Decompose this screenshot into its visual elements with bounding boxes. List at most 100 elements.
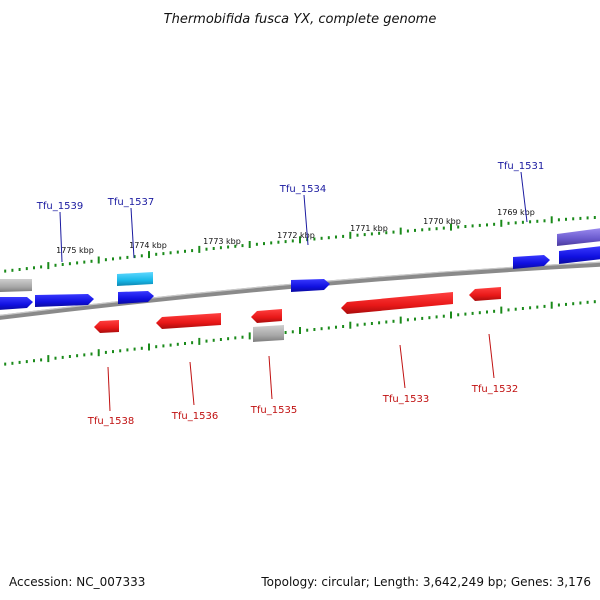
scale-tick-minor: [11, 361, 14, 365]
scale-tick-minor: [406, 229, 409, 233]
scale-tick-minor: [428, 227, 431, 231]
scale-ticks-upper: [4, 216, 596, 273]
scale-tick-minor: [478, 223, 481, 227]
scale-tick-minor: [320, 236, 323, 240]
scale-tick-minor: [593, 300, 596, 304]
scale-tick-minor: [536, 219, 539, 223]
scale-tick-minor: [184, 249, 186, 253]
scale-tick-minor: [464, 312, 467, 316]
scale-tick-minor: [493, 222, 496, 226]
gene-label-tfu-1539[interactable]: Tfu_1539: [36, 201, 83, 212]
scale-tick-minor: [176, 342, 179, 346]
scale-tick-major: [248, 332, 251, 340]
gene-labels-bottom: Tfu_1538 Tfu_1536 Tfu_1535 Tfu_1533 Tfu_…: [87, 333, 518, 427]
gene-forward[interactable]: [291, 279, 330, 292]
scale-tick-minor: [40, 358, 43, 362]
scale-tick-minor: [521, 220, 524, 224]
gene-label-tfu-1534[interactable]: Tfu_1534: [279, 184, 326, 195]
scale-tick-minor: [227, 337, 230, 341]
scale-tick-minor: [162, 344, 165, 348]
scale-tick-minor: [205, 247, 208, 251]
scale-tick-minor: [284, 240, 287, 244]
gene-label-tfu-1531[interactable]: Tfu_1531: [497, 161, 544, 172]
scale-tick-major: [500, 306, 503, 314]
gene-label-tfu-1536[interactable]: Tfu_1536: [171, 411, 218, 422]
scale-tick-minor: [83, 353, 86, 357]
scale-tick-minor: [133, 255, 136, 259]
scale-tick-minor: [270, 241, 273, 245]
scale-tick-minor: [356, 323, 359, 327]
gene-forward[interactable]: [118, 291, 154, 304]
accession-text: Accession: NC_007333: [9, 575, 145, 589]
gene-other[interactable]: [253, 325, 284, 342]
gene-highlighted[interactable]: [117, 272, 153, 286]
gene-other[interactable]: [0, 279, 32, 292]
scale-tick-minor: [370, 322, 373, 325]
gene-label-tfu-1538[interactable]: Tfu_1538: [87, 416, 134, 427]
scale-tick-minor: [212, 247, 215, 250]
gene-reverse[interactable]: [94, 320, 119, 333]
scale-tick-minor: [435, 315, 438, 319]
scale-tick-major: [550, 301, 553, 309]
scale-tick-minor: [593, 216, 596, 219]
scale-tick-minor: [536, 305, 539, 309]
scale-tick-minor: [83, 260, 86, 264]
scale-tick-minor: [543, 304, 546, 308]
scale-tick-minor: [219, 338, 222, 341]
scale-tick-minor: [61, 263, 64, 266]
scale-tick-minor: [112, 257, 114, 261]
scale-tick-minor: [586, 216, 589, 220]
scale-tick-minor: [521, 307, 524, 310]
scale-tick-minor: [133, 347, 136, 351]
kbp-label: 1769 kbp: [497, 208, 535, 217]
gene-label-tfu-1532[interactable]: Tfu_1532: [471, 384, 518, 395]
scale-tick-minor: [104, 350, 107, 354]
scale-tick-major: [97, 349, 100, 357]
scale-tick-minor: [4, 362, 7, 366]
scale-tick-minor: [90, 352, 93, 356]
scale-tick-minor: [76, 354, 79, 358]
scale-tick-minor: [112, 350, 114, 354]
scale-tick-minor: [428, 316, 431, 320]
gene-forward[interactable]: [513, 255, 550, 269]
scale-tick-minor: [457, 313, 460, 317]
gene-label-tfu-1535[interactable]: Tfu_1535: [250, 405, 297, 416]
scale-tick-major: [450, 311, 452, 319]
gene-forward[interactable]: [35, 294, 94, 307]
gene-forward[interactable]: [0, 297, 33, 310]
scale-tick-minor: [579, 216, 582, 220]
scale-tick-major: [349, 231, 352, 239]
scale-tick-major: [148, 251, 150, 259]
scale-tick-major: [399, 227, 402, 235]
scale-tick-major: [148, 343, 150, 351]
scale-tick-minor: [435, 227, 438, 231]
scale-tick-major: [248, 241, 251, 248]
scale-tick-minor: [219, 246, 222, 250]
scale-tick-minor: [54, 356, 57, 360]
scale-tick-minor: [442, 226, 445, 230]
scale-tick-minor: [342, 325, 345, 328]
gene-reverse[interactable]: [469, 287, 501, 301]
scale-tick-minor: [421, 316, 424, 320]
gene-reverse[interactable]: [251, 309, 282, 323]
scale-tick-minor: [507, 221, 510, 225]
scale-tick-minor: [385, 231, 388, 235]
gene-label-tfu-1537[interactable]: Tfu_1537: [107, 197, 154, 208]
scale-tick-minor: [18, 360, 21, 364]
gene-reverse[interactable]: [341, 292, 453, 314]
gene-leader-line: [59, 211, 63, 263]
gene-other[interactable]: [557, 228, 600, 246]
reverse-genes: [94, 287, 501, 342]
gene-reverse[interactable]: [156, 313, 221, 329]
scale-tick-major: [198, 337, 201, 345]
scale-tick-minor: [4, 269, 7, 273]
scale-tick-minor: [579, 301, 582, 305]
scale-tick-minor: [176, 250, 179, 254]
gene-label-tfu-1533[interactable]: Tfu_1533: [382, 394, 429, 405]
scale-tick-minor: [18, 268, 21, 271]
gene-leader-line: [303, 194, 309, 246]
scale-tick-minor: [255, 242, 258, 246]
gene-forward[interactable]: [559, 246, 600, 264]
scale-tick-minor: [471, 224, 474, 228]
scale-tick-minor: [184, 342, 186, 345]
